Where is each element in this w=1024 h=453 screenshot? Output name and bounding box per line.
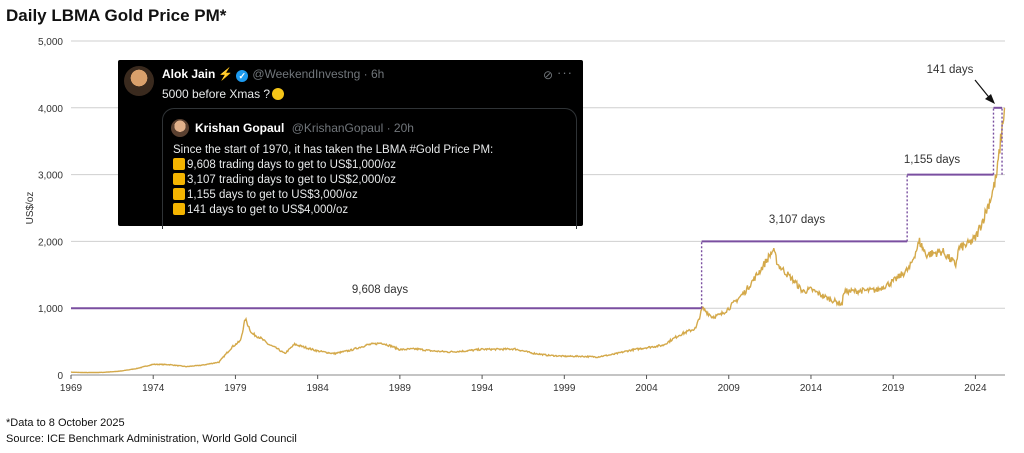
threshold-label: 1,155 days [904,154,961,166]
quote-line-text: 3,107 trading days to get to US$2,000/oz [187,174,397,186]
tweet-text-row: 5000 before Xmas ? [162,87,285,101]
arrow-head-icon [985,94,995,104]
y-tick-label: 1,000 [38,304,63,315]
y-tick-label: 5,000 [38,37,63,48]
chart-title: Daily LBMA Gold Price PM* [6,6,227,25]
x-tick-label: 1989 [389,383,412,394]
grok-icon[interactable]: ⊘ [542,68,553,82]
x-tick-label: 1969 [60,383,83,394]
quote-line-text: 141 days to get to US$4,000/oz [187,204,349,216]
tweet-header: Alok Jain ⚡ ✓ @WeekendInvestng · 6h [162,67,384,82]
x-tick-label: 1974 [142,383,165,394]
tweet-text: 5000 before Xmas ? [162,87,271,101]
x-tick-label: 2019 [882,383,905,394]
x-tick-label: 2014 [800,383,823,394]
gold-price-line [70,107,1006,374]
y-axis-label: US$/oz [25,192,36,225]
quote-avatar [171,119,189,137]
yellow-square-icon [173,173,185,185]
quote-body: Since the start of 1970, it has taken th… [173,143,493,218]
quote-header: Krishan Gopaul @KrishanGopaul · 20h [195,121,414,135]
x-tick-label: 2004 [635,383,658,394]
yellow-square-icon [173,203,185,215]
footnote: *Data to 8 October 2025 [6,417,125,429]
tweet-card[interactable]: Alok Jain ⚡ ✓ @WeekendInvestng · 6h ⊘ ··· 5… [118,60,583,229]
quote-line: 1,155 days to get to US$3,000/oz [173,188,493,203]
threshold-label: 3,107 days [769,214,826,226]
x-tick-label: 1979 [224,383,247,394]
y-tick-label: 2,000 [38,237,63,248]
y-tick-label: 4,000 [38,104,63,115]
threshold-label: 141 days [927,64,974,76]
quote-author-handle: @KrishanGopaul · 20h [291,121,414,135]
source-note: Source: ICE Benchmark Administration, Wo… [6,433,297,445]
tweet-avatar[interactable] [124,66,154,96]
verified-badge-icon: ✓ [236,70,249,82]
more-options-icon[interactable]: ··· [557,65,573,80]
y-tick-label: 3,000 [38,171,63,182]
quote-author-name: Krishan Gopaul [195,121,285,135]
tweet-author-handle[interactable]: @WeekendInvestng · 6h [252,67,385,81]
quote-line: 9,608 trading days to get to US$1,000/oz [173,158,493,173]
quote-line-text: 1,155 days to get to US$3,000/oz [187,189,358,201]
quote-line: 3,107 trading days to get to US$2,000/oz [173,173,493,188]
laughing-emoji-icon [272,88,285,100]
quote-line-text: 9,608 trading days to get to US$1,000/oz [187,159,397,171]
x-tick-label: 2009 [718,383,741,394]
x-tick-label: 1984 [307,383,330,394]
x-tick-label: 1994 [471,383,494,394]
yellow-square-icon [173,188,185,200]
tweet-author-name[interactable]: Alok Jain [162,67,216,81]
lightning-icon: ⚡ [218,67,234,81]
yellow-square-icon [173,158,185,170]
quote-intro: Since the start of 1970, it has taken th… [173,144,494,156]
quoted-tweet[interactable]: Krishan Gopaul @KrishanGopaul · 20h Sinc… [162,108,577,229]
threshold-label: 9,608 days [352,284,409,296]
y-tick-label: 0 [57,371,63,382]
x-tick-label: 2024 [964,383,987,394]
x-tick-label: 1999 [553,383,576,394]
quote-line: 141 days to get to US$4,000/oz [173,203,493,218]
